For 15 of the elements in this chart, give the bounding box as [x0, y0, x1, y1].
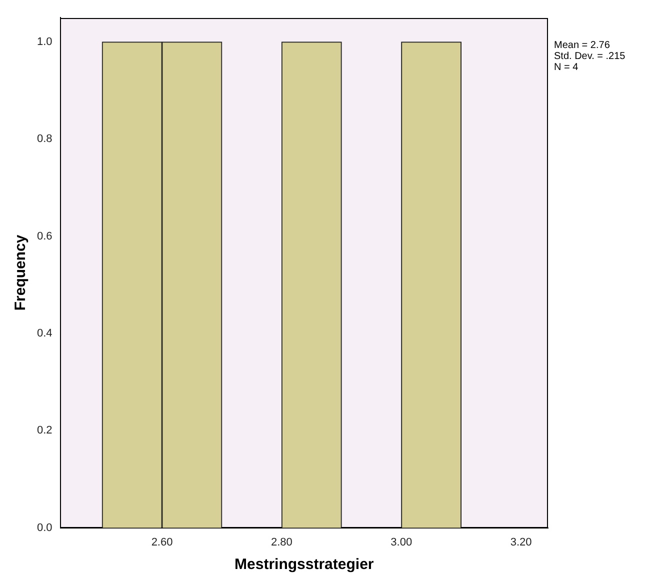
y-tick-label: 0.6 [36, 230, 52, 242]
text: N = 4 [554, 62, 580, 73]
text: Std. Dev. = .215 [554, 50, 626, 62]
x-tick-label: 2.60 [151, 536, 173, 548]
y-tick-label: 0.2 [36, 424, 52, 437]
y-tick-label: 1.0 [36, 36, 52, 48]
x-tick-label: 2.80 [270, 536, 292, 548]
x-tick-label: 3.00 [390, 536, 412, 548]
y-tick-label: 0.0 [36, 522, 52, 534]
y-axis-title: Frequency [12, 234, 30, 311]
y-tick-label: 0.4 [36, 327, 52, 340]
y-tick-label: 0.8 [36, 133, 52, 146]
x-axis-title: Mestringsstrategier [234, 556, 374, 574]
x-tick-label: 3.20 [510, 536, 532, 548]
text: Mean = 2.76 [554, 40, 611, 51]
